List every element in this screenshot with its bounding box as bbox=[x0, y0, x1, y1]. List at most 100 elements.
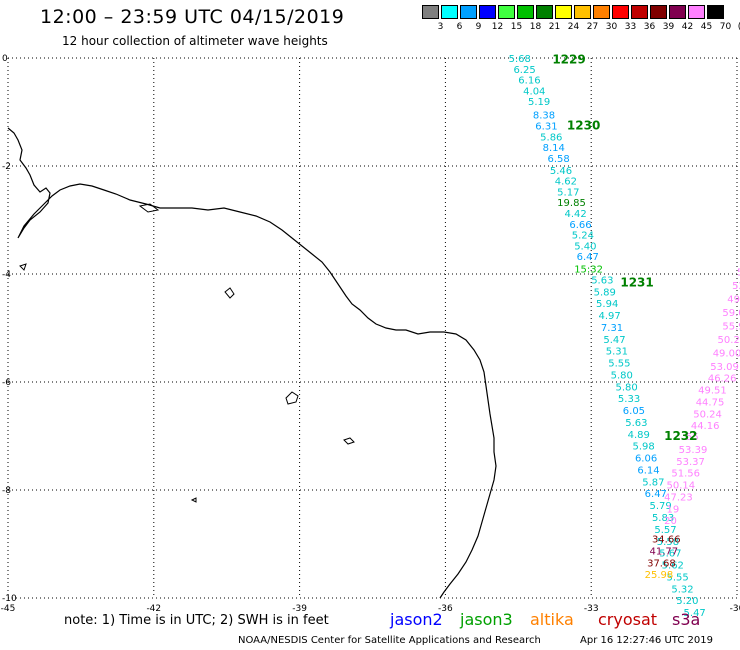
lat-tick-label: -2 bbox=[2, 162, 11, 172]
swh-reading: 5.55 bbox=[667, 572, 689, 583]
swh-reading: 6.05 bbox=[623, 406, 645, 417]
island bbox=[138, 203, 160, 213]
swh-reading: 49.00 bbox=[713, 348, 740, 359]
swh-reading: 5.87 bbox=[642, 477, 664, 488]
island bbox=[224, 287, 235, 299]
footer-timestamp: Apr 16 12:27:46 UTC 2019 bbox=[580, 635, 713, 646]
swh-reading: 6.14 bbox=[637, 465, 659, 476]
swh-reading: 5.68 bbox=[509, 54, 531, 65]
swh-reading: 6.47 bbox=[645, 489, 667, 500]
scale-label: 9 bbox=[475, 22, 482, 32]
swh-reading: 5.86 bbox=[540, 132, 562, 143]
swh-reading: 5.62 bbox=[662, 561, 684, 572]
scale-swatch bbox=[555, 5, 572, 19]
scale-swatch bbox=[707, 5, 724, 19]
island bbox=[285, 391, 299, 405]
swh-reading: 7.31 bbox=[601, 323, 623, 334]
swh-reading: 6.25 bbox=[513, 65, 535, 76]
swh-reading: 59.04 bbox=[722, 308, 740, 319]
legend-item-altika: altika bbox=[530, 610, 574, 629]
swh-reading: 4.97 bbox=[598, 311, 620, 322]
scale-label: 39 bbox=[662, 22, 675, 32]
lat-tick-label: -10 bbox=[2, 594, 17, 604]
swh-reading: 52.06 bbox=[732, 281, 740, 292]
swh-reading: 5.57 bbox=[654, 525, 676, 536]
swh-reading: 5.83 bbox=[652, 513, 674, 524]
scale-label: 33 bbox=[624, 22, 637, 32]
swh-reading: 55 bbox=[686, 432, 699, 443]
swh-reading: 5.89 bbox=[594, 287, 616, 298]
legend-item-cryosat: cryosat bbox=[598, 610, 658, 629]
lon-tick-label: -30 bbox=[730, 604, 740, 614]
scale-label: 3 bbox=[437, 22, 444, 32]
island bbox=[343, 437, 355, 445]
legend-item-jason3: jason3 bbox=[460, 610, 513, 629]
pass-time-label: 1231 bbox=[620, 276, 653, 290]
island bbox=[190, 497, 197, 503]
swh-reading: 5.94 bbox=[596, 299, 618, 310]
swh-reading: 5.40 bbox=[574, 241, 596, 252]
swh-reading: 5.46 bbox=[550, 166, 572, 177]
scale-label: 42 bbox=[681, 22, 694, 32]
scale-label: 18 bbox=[529, 22, 542, 32]
scale-swatch bbox=[593, 5, 610, 19]
swh-reading: 51.56 bbox=[671, 469, 700, 480]
swh-reading: 50.24 bbox=[693, 409, 722, 420]
coastline bbox=[7, 127, 497, 599]
scale-label: 30 bbox=[605, 22, 618, 32]
swh-reading: 44.75 bbox=[696, 397, 725, 408]
swh-reading: 44.16 bbox=[691, 421, 720, 432]
pass-time-label: 1229 bbox=[552, 53, 585, 67]
scale-swatch bbox=[422, 5, 439, 19]
swh-reading: 20 bbox=[664, 516, 677, 527]
swh-reading: 47.23 bbox=[664, 492, 693, 503]
scale-label: 24 bbox=[567, 22, 580, 32]
scale-label: 15 bbox=[510, 22, 523, 32]
scale-label: 27 bbox=[586, 22, 599, 32]
lon-tick-label: -39 bbox=[292, 604, 307, 614]
swh-reading: 19.85 bbox=[557, 198, 586, 209]
swh-reading: 50.24 bbox=[718, 335, 740, 346]
swh-reading: 37.68 bbox=[647, 558, 676, 569]
lat-tick-label: -8 bbox=[2, 486, 11, 496]
pass-time-label: 1230 bbox=[567, 119, 600, 133]
swh-reading: 5.20 bbox=[676, 596, 698, 607]
scale-label: 21 bbox=[548, 22, 561, 32]
scale-swatch bbox=[479, 5, 496, 19]
scale-swatch bbox=[498, 5, 515, 19]
swh-reading: 49.51 bbox=[698, 386, 727, 397]
scale-swatch bbox=[669, 5, 686, 19]
swh-reading: 5.79 bbox=[650, 501, 672, 512]
lon-tick-label: -33 bbox=[584, 604, 599, 614]
swh-reading: 53.09 bbox=[710, 362, 739, 373]
swh-reading: 5.58 bbox=[657, 537, 679, 548]
swh-reading: 15:32 bbox=[574, 265, 603, 276]
swh-reading: 4.04 bbox=[523, 86, 545, 97]
swh-reading: 5.17 bbox=[557, 187, 579, 198]
swh-reading: 5.80 bbox=[616, 382, 638, 393]
swh-reading: 6.47 bbox=[577, 252, 599, 263]
swh-reading: 5.67 bbox=[659, 549, 681, 560]
lat-tick-label: -6 bbox=[2, 378, 11, 388]
scale-swatch bbox=[612, 5, 629, 19]
swh-reading: 19 bbox=[667, 504, 680, 515]
swh-reading: 5.80 bbox=[611, 370, 633, 381]
scale-label: 6 bbox=[456, 22, 463, 32]
lon-tick-label: -45 bbox=[1, 604, 16, 614]
scale-swatch bbox=[574, 5, 591, 19]
swh-reading: 55.7 bbox=[737, 267, 740, 278]
scale-label: 70 bbox=[719, 22, 732, 32]
scale-swatch bbox=[517, 5, 534, 19]
scale-swatch bbox=[460, 5, 477, 19]
swh-reading: 5.24 bbox=[572, 231, 594, 242]
scale-label: 45 bbox=[700, 22, 713, 32]
lat-tick-label: -4 bbox=[2, 270, 11, 280]
swh-reading: 5.98 bbox=[633, 442, 655, 453]
lon-tick-label: -36 bbox=[438, 604, 453, 614]
swh-reading: 8.14 bbox=[543, 143, 565, 154]
swh-reading: 53.37 bbox=[676, 457, 705, 468]
swh-reading: 50.14 bbox=[667, 481, 696, 492]
scale-label: 36 bbox=[643, 22, 656, 32]
swh-reading: 6.06 bbox=[635, 454, 657, 465]
